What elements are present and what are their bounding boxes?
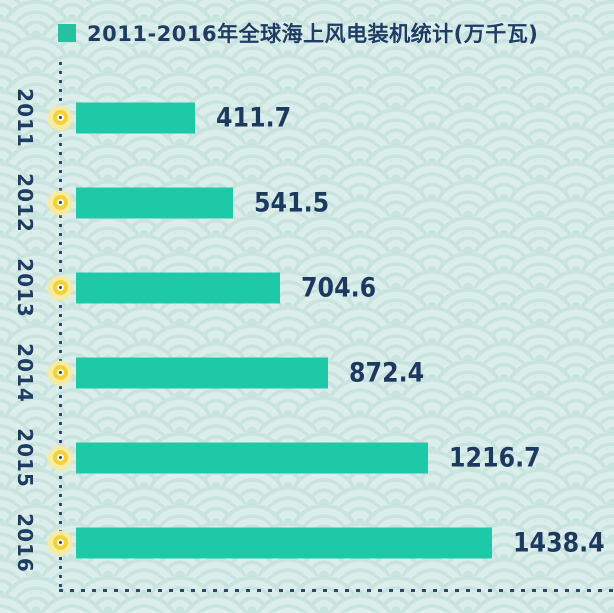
year-label-text: 2014 <box>13 342 38 403</box>
year-label: 2012 <box>2 160 48 245</box>
value-label: 1438.4 <box>513 527 605 558</box>
axis-marker-dot-icon <box>48 445 72 470</box>
year-label: 2015 <box>2 415 48 500</box>
year-label: 2016 <box>2 500 48 585</box>
bar-row: 2011 411.7 <box>0 75 614 160</box>
value-bar <box>76 357 328 388</box>
year-label: 2014 <box>2 330 48 415</box>
axis-marker-dot-icon <box>48 275 72 300</box>
value-label: 1216.7 <box>449 442 541 473</box>
axis-marker-dot-icon <box>48 360 72 385</box>
value-label: 872.4 <box>349 357 425 388</box>
chart-header: 2011-2016年全球海上风电装机统计(万千瓦) <box>58 18 538 48</box>
bar-row: 2014 872.4 <box>0 330 614 415</box>
value-label: 541.5 <box>254 187 330 218</box>
year-label-text: 2016 <box>13 512 38 573</box>
chart-title: 2011-2016年全球海上风电装机统计(万千瓦) <box>87 22 539 46</box>
value-bar <box>76 187 233 218</box>
axis-marker-dot-icon <box>48 190 72 215</box>
x-axis-dotted-line <box>59 589 614 592</box>
y-axis-dotted-line <box>59 62 62 592</box>
year-label: 2013 <box>2 245 48 330</box>
year-label-text: 2013 <box>13 257 38 318</box>
bar-chart: 2011 411.7 2012 541.5 2013 704.6 2014 87… <box>0 62 614 592</box>
value-bar <box>76 527 492 558</box>
axis-marker-dot-icon <box>48 530 72 555</box>
axis-marker-dot-icon <box>48 105 72 130</box>
bar-row: 2016 1438.4 <box>0 500 614 585</box>
bar-row: 2012 541.5 <box>0 160 614 245</box>
bar-rows-container: 2011 411.7 2012 541.5 2013 704.6 2014 87… <box>0 75 614 585</box>
value-label: 411.7 <box>216 102 292 133</box>
year-label-text: 2012 <box>13 172 38 233</box>
bar-row: 2013 704.6 <box>0 245 614 330</box>
value-label: 704.6 <box>301 272 377 303</box>
value-bar <box>76 442 428 473</box>
year-label-text: 2015 <box>13 427 38 488</box>
year-label-text: 2011 <box>13 87 38 148</box>
bar-row: 2015 1216.7 <box>0 415 614 500</box>
value-bar <box>76 272 280 303</box>
value-bar <box>76 102 195 133</box>
legend-square-icon <box>58 24 76 42</box>
year-label: 2011 <box>2 75 48 160</box>
